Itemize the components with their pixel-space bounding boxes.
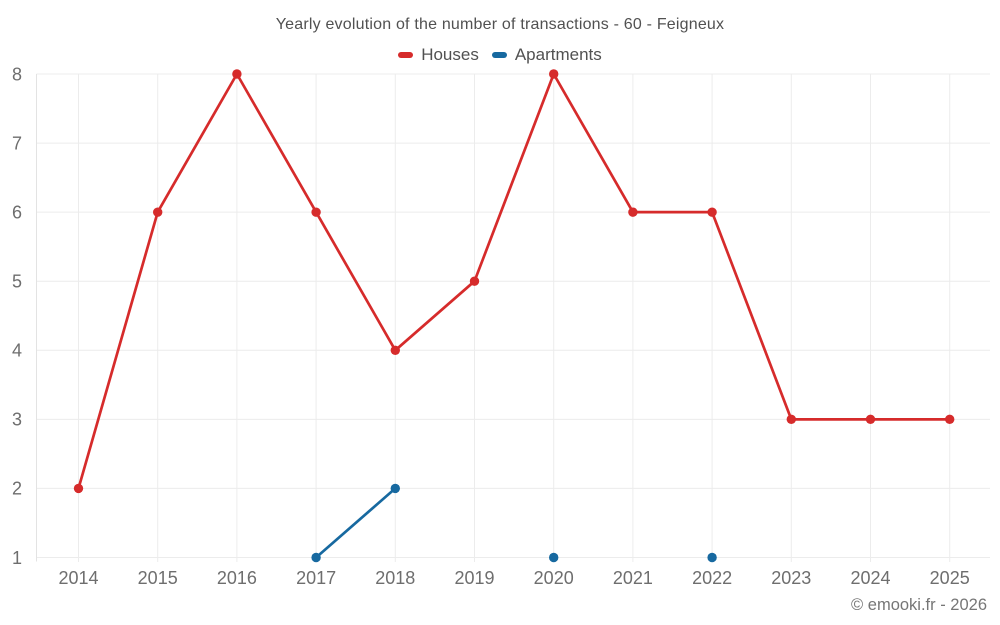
- data-point-apartments-2017[interactable]: [311, 552, 321, 563]
- x-tick-label: 2024: [850, 568, 890, 588]
- data-point-houses-2016[interactable]: [232, 69, 242, 79]
- y-tick-label: 5: [12, 272, 22, 292]
- x-tick-label: 2016: [217, 568, 257, 588]
- data-point-houses-2024[interactable]: [865, 414, 876, 425]
- data-point-houses-2025[interactable]: [945, 414, 955, 425]
- legend-item-houses-label: Houses: [421, 45, 479, 64]
- series-line-apartments: [316, 488, 712, 557]
- series-line-houses: [77, 72, 952, 490]
- houses-legend-swatch-icon: [398, 52, 414, 58]
- data-point-apartments-2018[interactable]: [390, 483, 400, 494]
- x-tick-label: 2015: [138, 568, 178, 588]
- x-tick-label: 2020: [534, 568, 574, 588]
- legend-item-apartments[interactable]: Apartments: [491, 45, 602, 65]
- chart-title: Yearly evolution of the number of transa…: [275, 16, 725, 33]
- x-tick-label: 2023: [771, 568, 811, 588]
- legend-item-houses[interactable]: Houses: [398, 45, 479, 65]
- data-point-apartments-2022[interactable]: [707, 552, 717, 563]
- x-tick-label: 2019: [454, 568, 494, 588]
- data-point-apartments-2020[interactable]: [549, 552, 559, 563]
- data-point-houses-2015[interactable]: [153, 207, 163, 217]
- x-tick-label: 2022: [692, 568, 732, 588]
- x-tick-label: 2025: [930, 568, 970, 588]
- x-tick-label: 2018: [375, 568, 415, 588]
- y-tick-label: 6: [12, 202, 22, 222]
- y-tick-label: 7: [12, 133, 22, 153]
- x-tick-label: 2021: [613, 568, 653, 588]
- data-point-houses-2018[interactable]: [390, 345, 400, 355]
- y-tick-label: 4: [12, 341, 22, 361]
- y-tick-label: 3: [12, 410, 22, 430]
- data-point-houses-2014[interactable]: [73, 483, 84, 494]
- data-point-houses-2020[interactable]: [549, 69, 559, 79]
- apartments-legend-swatch-icon: [491, 52, 507, 58]
- data-point-houses-2019[interactable]: [469, 276, 480, 286]
- y-tick-label: 2: [12, 479, 22, 499]
- data-point-houses-2023[interactable]: [786, 414, 796, 425]
- y-tick-label: 1: [12, 548, 22, 568]
- data-point-houses-2022[interactable]: [707, 207, 717, 217]
- y-tick-label: 8: [12, 64, 22, 84]
- legend-item-apartments-label: Apartments: [514, 45, 602, 64]
- data-point-houses-2021[interactable]: [628, 207, 638, 217]
- data-point-houses-2017[interactable]: [311, 207, 321, 217]
- x-tick-label: 2017: [296, 568, 336, 588]
- chart-legend: Houses Apartments: [0, 45, 1000, 65]
- x-tick-label: 2014: [58, 568, 98, 588]
- copyright-footer: © emooki.fr - 2026: [851, 596, 987, 614]
